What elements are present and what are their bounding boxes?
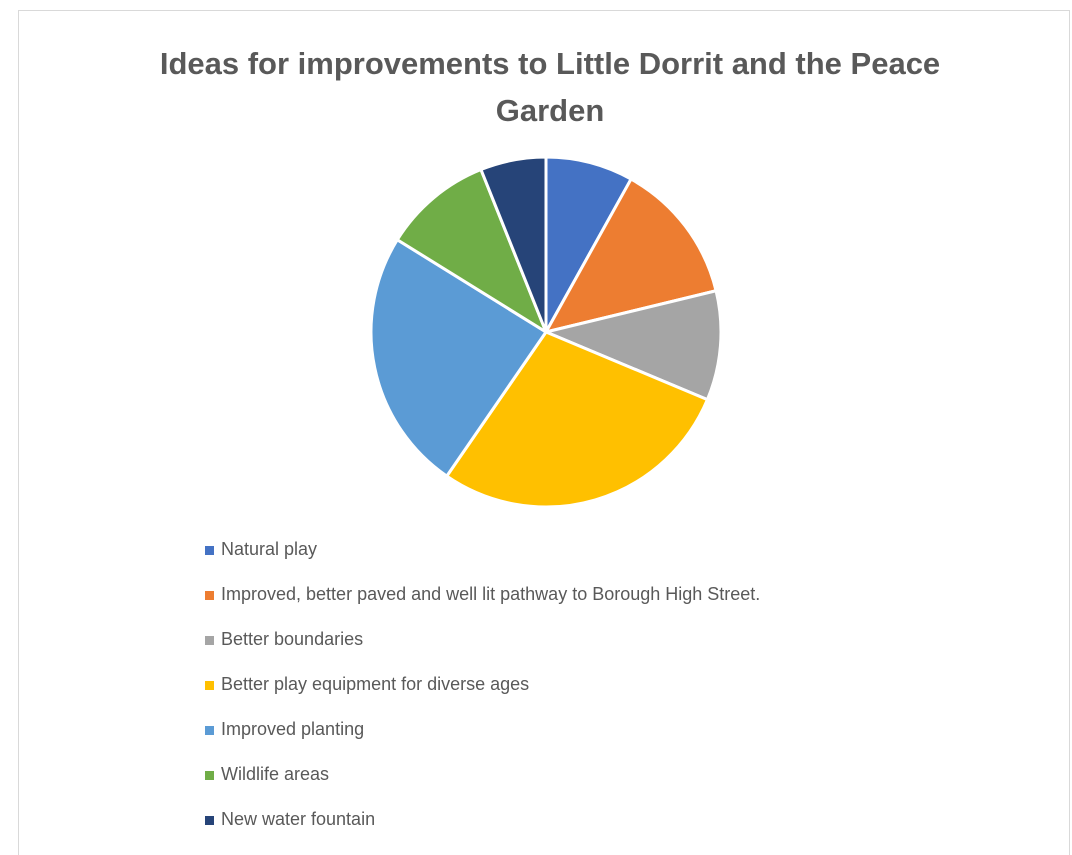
legend-label: Better play equipment for diverse ages — [221, 674, 530, 694]
legend-swatch — [205, 546, 214, 555]
pie-slice-4 — [445, 330, 709, 509]
pie-slice-7 — [479, 155, 548, 334]
legend-swatch — [205, 726, 214, 735]
legend-swatch — [205, 816, 214, 825]
legend-label: Wildlife areas — [221, 764, 330, 784]
legend-item: Natural play — [205, 539, 760, 584]
pie-slice-5 — [369, 238, 548, 478]
legend-swatch — [205, 636, 214, 645]
legend-item: New water fountain — [205, 809, 760, 854]
legend-label: New water fountain — [221, 809, 376, 829]
legend-item: Better play equipment for diverse ages — [205, 674, 760, 719]
legend-label: Improved, better paved and well lit path… — [221, 584, 761, 604]
chart-title: Ideas for improvements to Little Dorrit … — [159, 46, 941, 128]
legend-swatch — [205, 681, 214, 690]
legend-label: Improved planting — [221, 719, 365, 739]
legend: Natural play Improved, better paved and w… — [205, 539, 760, 854]
legend-item: Wildlife areas — [205, 764, 760, 809]
pie-slice-2 — [544, 177, 718, 334]
legend-item: Improved, better paved and well lit path… — [205, 584, 760, 629]
legend-swatch — [205, 771, 214, 780]
legend-label: Natural play — [221, 539, 318, 559]
legend-swatch — [205, 591, 214, 600]
pie-slice-1 — [544, 155, 633, 334]
legend-item: Improved planting — [205, 719, 760, 764]
pie-slice-3 — [544, 289, 723, 402]
pie-slice-6 — [395, 168, 548, 334]
legend-label: Better boundaries — [221, 629, 364, 649]
legend-item: Better boundaries — [205, 629, 760, 674]
